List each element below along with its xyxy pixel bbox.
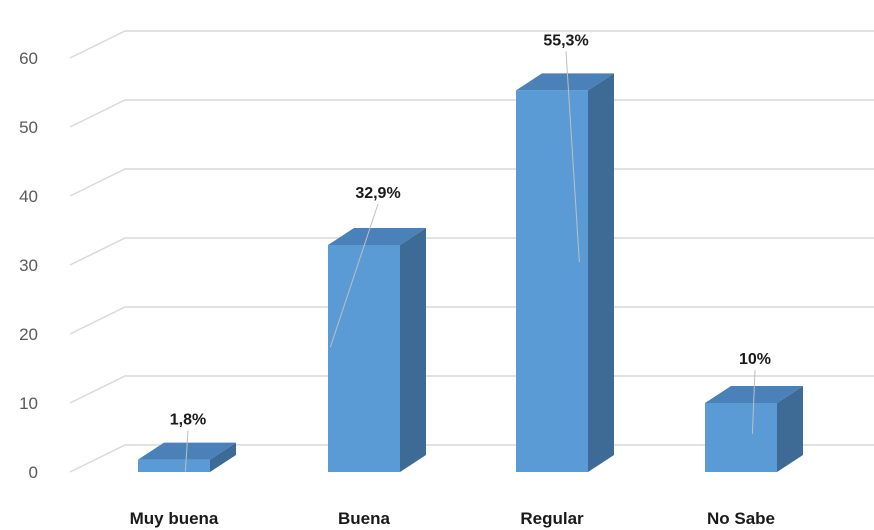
leader-line: [751, 369, 756, 435]
leader-line: [565, 51, 580, 263]
bar: [516, 73, 614, 473]
y-tick-label: 0: [29, 463, 38, 482]
gridline: [69, 375, 874, 404]
data-labels: 1,8% 32,9% 55,3% 10%: [170, 32, 771, 428]
leader-line: [329, 203, 379, 348]
bar-front: [705, 403, 777, 472]
bar: [328, 227, 426, 472]
gridline: [69, 99, 874, 128]
bar-side: [588, 73, 614, 473]
leader-line: [184, 430, 189, 472]
y-tick-label: 20: [19, 325, 38, 344]
gridline: [69, 306, 874, 335]
bar-side: [777, 386, 803, 472]
data-label: 55,3%: [543, 32, 588, 49]
bar-front: [516, 90, 588, 473]
data-label: 10%: [739, 351, 771, 368]
y-tick-label: 10: [19, 394, 38, 413]
bar-side: [400, 227, 426, 472]
y-axis-ticks: 0 10 20 30 40 50 60: [19, 49, 38, 482]
bar-top: [328, 227, 426, 245]
bar-side: [210, 442, 236, 472]
bar-front: [328, 244, 400, 472]
gridlines: [69, 30, 874, 473]
gridline: [69, 237, 874, 266]
data-label: 32,9%: [355, 185, 400, 202]
gridline: [69, 444, 874, 473]
data-label-leaders: [184, 51, 756, 472]
y-tick-label: 60: [19, 49, 38, 68]
bars: [138, 73, 803, 473]
category-label: No Sabe: [707, 509, 775, 528]
y-tick-label: 30: [19, 256, 38, 275]
gridline: [69, 30, 874, 59]
bar-front: [138, 459, 210, 472]
gridline: [69, 168, 874, 197]
y-tick-label: 40: [19, 187, 38, 206]
category-label: Regular: [520, 509, 584, 528]
category-label: Buena: [338, 509, 391, 528]
x-axis-categories: Muy buena Buena Regular No Sabe: [130, 509, 775, 528]
category-label: Muy buena: [130, 509, 219, 528]
y-tick-label: 50: [19, 118, 38, 137]
bar-top: [516, 73, 614, 91]
data-label: 1,8%: [170, 412, 206, 429]
